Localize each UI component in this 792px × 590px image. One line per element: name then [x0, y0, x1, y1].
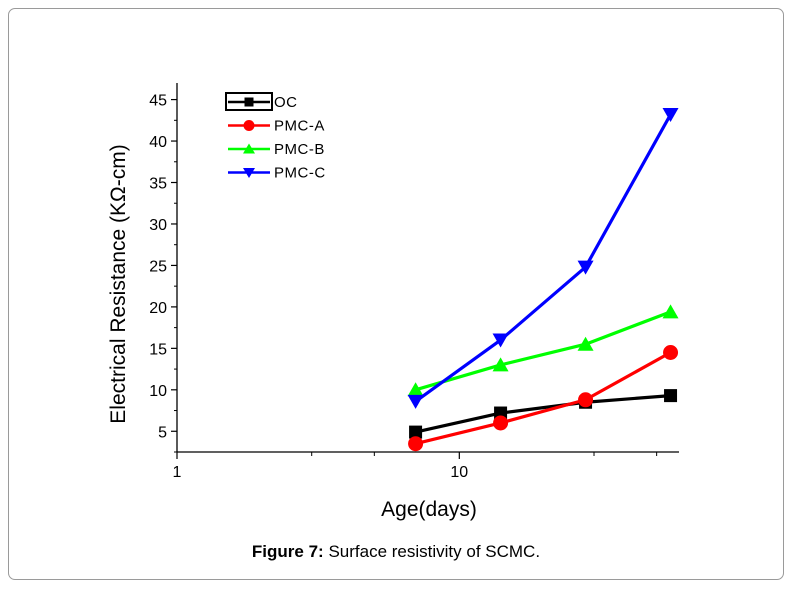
legend-label-pmc-a: PMC-A [274, 118, 325, 135]
data-point-pmc-c [492, 333, 509, 348]
figure-frame [8, 8, 784, 580]
data-point-pmc-c [662, 108, 679, 123]
y-tick-label: 45 [149, 93, 167, 110]
x-axis-label: Age(days) [381, 498, 477, 521]
legend-label-pmc-b: PMC-B [274, 141, 325, 158]
series-line-pmc-a [415, 351, 672, 446]
series-pmc-a [408, 344, 679, 452]
data-point-oc [409, 425, 423, 439]
figure-caption: Figure 7: Surface resistivity of SCMC. [0, 542, 792, 562]
y-tick-label: 5 [158, 424, 167, 441]
data-point-pmc-b [662, 304, 679, 319]
series-pmc-c [407, 108, 679, 409]
figure-caption-label: Figure 7: [251, 542, 324, 561]
data-point-pmc-a [493, 415, 509, 431]
data-point-pmc-c [407, 394, 424, 409]
y-tick-label: 40 [149, 134, 167, 151]
legend-marker-pmc-b [243, 143, 255, 154]
y-tick-label: 10 [149, 383, 167, 400]
legend-label-oc: OC [274, 94, 298, 111]
series-line-pmc-c [414, 113, 672, 403]
y-tick-label: 35 [149, 176, 167, 193]
data-point-pmc-a [408, 436, 424, 452]
data-point-oc [664, 389, 678, 403]
data-point-pmc-c [577, 260, 594, 275]
legend-label-pmc-c: PMC-C [274, 165, 326, 182]
data-point-pmc-b [407, 382, 424, 397]
x-tick-label: 1 [173, 464, 182, 481]
series-layer [407, 108, 679, 452]
legend-item-pmc-a: PMC-A [228, 118, 325, 135]
series-pmc-b [407, 304, 679, 397]
y-tick-label: 25 [149, 258, 167, 275]
data-point-pmc-a [578, 392, 594, 408]
series-line-pmc-b [415, 310, 672, 392]
series-line-oc [415, 394, 671, 434]
legend-item-oc: OC [228, 94, 298, 111]
y-tick-label: 30 [149, 217, 167, 234]
x-tick-label: 10 [450, 464, 468, 481]
y-axis-label: Electrical Resistance (KΩ-cm) [107, 144, 130, 423]
series-oc [409, 389, 678, 439]
legend-marker-pmc-a [243, 120, 255, 131]
legend-marker-pmc-c [243, 168, 255, 178]
legend-item-pmc-b: PMC-B [228, 141, 325, 158]
data-point-pmc-b [492, 357, 509, 372]
y-tick-label: 20 [149, 300, 167, 317]
data-point-pmc-a [663, 344, 679, 360]
legend: OC PMC-A PMC-B PMC-C [225, 92, 326, 182]
data-point-pmc-b [577, 336, 594, 351]
figure-caption-text: Surface resistivity of SCMC. [328, 542, 541, 561]
y-tick-label: 15 [149, 341, 167, 358]
legend-marker-oc [244, 97, 254, 107]
legend-box [225, 92, 273, 111]
legend-item-pmc-c: PMC-C [228, 165, 326, 182]
axes: 5 10 15 20 25 30 35 40 45 1 10 [149, 83, 679, 481]
